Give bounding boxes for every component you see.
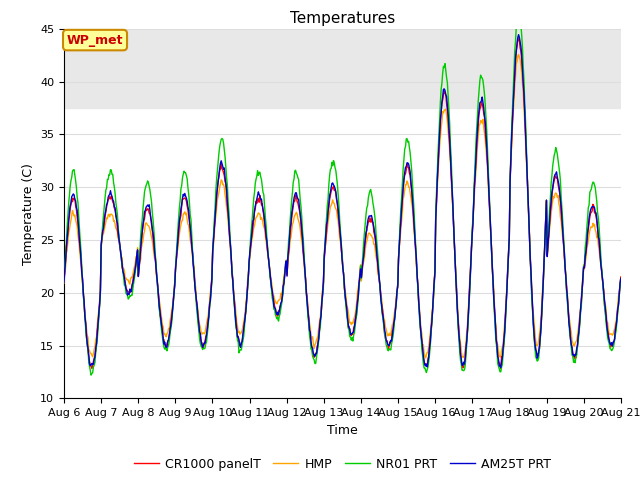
AM25T PRT bbox=[515, 32, 522, 37]
Text: WP_met: WP_met bbox=[67, 34, 124, 47]
HMP bbox=[60, 280, 68, 286]
NR01 PRT bbox=[185, 191, 193, 197]
Title: Temperatures: Temperatures bbox=[290, 11, 395, 26]
CR1000 panelT bbox=[617, 275, 625, 280]
Bar bbox=[64, 29, 621, 108]
CR1000 panelT bbox=[497, 366, 504, 372]
AM25T PRT bbox=[184, 204, 192, 210]
CR1000 panelT bbox=[214, 186, 221, 192]
NR01 PRT bbox=[617, 276, 625, 282]
HMP bbox=[617, 274, 625, 280]
Line: NR01 PRT: NR01 PRT bbox=[64, 12, 621, 375]
CR1000 panelT bbox=[426, 335, 434, 340]
NR01 PRT bbox=[60, 276, 68, 282]
AM25T PRT bbox=[426, 339, 434, 345]
NR01 PRT bbox=[70, 167, 78, 172]
HMP bbox=[214, 197, 221, 203]
Line: HMP: HMP bbox=[64, 55, 621, 358]
CR1000 panelT bbox=[184, 207, 192, 213]
NR01 PRT bbox=[411, 225, 419, 230]
NR01 PRT bbox=[87, 372, 95, 378]
X-axis label: Time: Time bbox=[327, 424, 358, 437]
AM25T PRT bbox=[214, 186, 221, 192]
HMP bbox=[127, 275, 135, 280]
Legend: CR1000 panelT, HMP, NR01 PRT, AM25T PRT: CR1000 panelT, HMP, NR01 PRT, AM25T PRT bbox=[129, 453, 556, 476]
HMP bbox=[410, 228, 418, 233]
Line: AM25T PRT: AM25T PRT bbox=[64, 35, 621, 368]
HMP bbox=[70, 213, 78, 219]
NR01 PRT bbox=[128, 292, 136, 298]
HMP bbox=[515, 52, 522, 58]
AM25T PRT bbox=[127, 288, 135, 294]
CR1000 panelT bbox=[410, 220, 418, 226]
HMP bbox=[422, 355, 429, 361]
NR01 PRT bbox=[214, 159, 222, 165]
AM25T PRT bbox=[617, 276, 625, 281]
AM25T PRT bbox=[410, 220, 418, 226]
CR1000 panelT bbox=[60, 277, 68, 283]
AM25T PRT bbox=[70, 192, 78, 198]
CR1000 panelT bbox=[514, 36, 522, 41]
HMP bbox=[428, 321, 435, 327]
AM25T PRT bbox=[60, 279, 68, 285]
CR1000 panelT bbox=[70, 196, 78, 202]
AM25T PRT bbox=[497, 365, 504, 371]
NR01 PRT bbox=[515, 9, 523, 14]
NR01 PRT bbox=[428, 331, 435, 337]
HMP bbox=[184, 221, 192, 227]
Y-axis label: Temperature (C): Temperature (C) bbox=[22, 163, 35, 264]
CR1000 panelT bbox=[127, 286, 135, 291]
Line: CR1000 panelT: CR1000 panelT bbox=[64, 38, 621, 369]
